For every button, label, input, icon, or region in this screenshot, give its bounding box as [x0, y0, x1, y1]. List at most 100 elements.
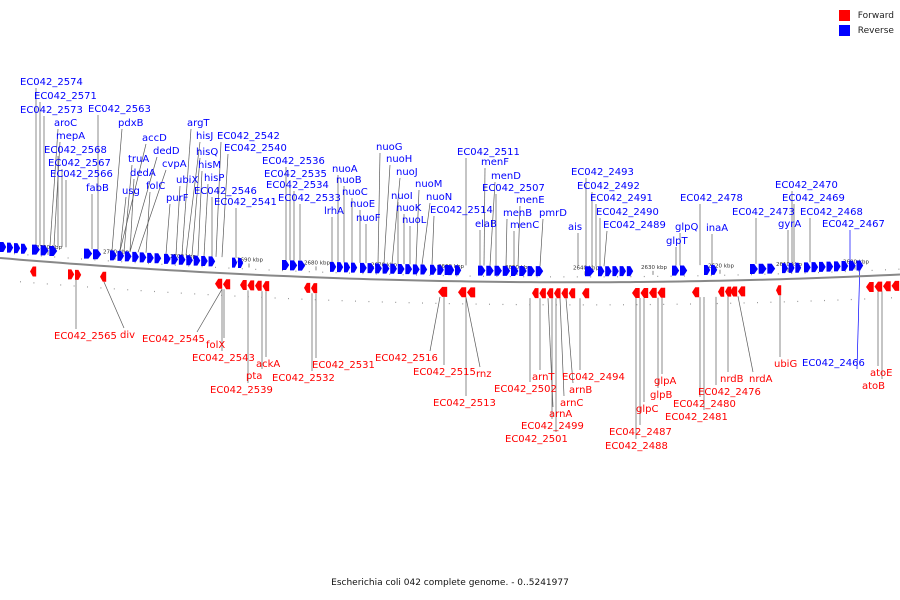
minor-tick — [569, 304, 571, 306]
minor-tick — [282, 269, 283, 272]
reverse-gene-label: EC042_2478 — [680, 193, 743, 204]
minor-tick — [201, 266, 203, 268]
reverse-gene-label: menF — [481, 157, 509, 168]
minor-tick — [643, 275, 645, 278]
reverse-gene-label: dedA — [130, 168, 156, 179]
forward-gene-glyph — [247, 280, 255, 291]
forward-gene-label: EC042_2476 — [698, 387, 761, 398]
reverse-gene-glyph — [110, 250, 117, 261]
reverse-gene-label: nuoG — [376, 142, 403, 153]
minor-tick — [174, 264, 176, 266]
reverse-gene-label: EC042_2493 — [571, 167, 634, 178]
forward-gene-glyph — [718, 286, 725, 297]
reverse-gene-label: cvpA — [162, 159, 187, 170]
reverse-gene-glyph — [598, 266, 605, 277]
label-leader — [377, 152, 381, 264]
minor-tick — [268, 269, 270, 271]
minor-tick — [33, 282, 35, 284]
forward-gene-label: EC042_2565 — [54, 331, 117, 342]
scale-tick-label: 2620 kbp — [708, 264, 734, 270]
reverse-gene-label: nuoI — [391, 191, 413, 202]
minor-tick — [180, 292, 182, 294]
reverse-gene-glyph — [14, 243, 21, 254]
reverse-gene-glyph — [208, 256, 216, 267]
scale-tick-label: 2720 kbp — [36, 245, 62, 251]
label-leader — [517, 205, 521, 267]
minor-tick — [804, 272, 806, 274]
minor-tick — [295, 270, 297, 272]
reverse-gene-glyph — [382, 263, 390, 274]
reverse-gene-glyph — [535, 266, 544, 277]
reverse-gene-glyph — [7, 242, 14, 253]
forward-gene-glyph — [215, 278, 223, 289]
label-leader — [221, 153, 229, 258]
scale-tick-label: 2630 kbp — [641, 265, 667, 271]
minor-tick — [167, 291, 169, 293]
minor-tick — [509, 275, 511, 278]
reverse-gene-label: EC042_2563 — [88, 104, 151, 115]
forward-gene-glyph — [438, 286, 448, 297]
minor-tick — [743, 302, 745, 304]
reverse-gene-label: EC042_2490 — [596, 207, 659, 218]
legend-reverse: Reverse — [838, 23, 894, 38]
minor-tick — [850, 298, 852, 301]
minor-tick — [716, 302, 718, 305]
gene-glyphs — [0, 242, 900, 299]
forward-gene-label: EC042_2513 — [433, 398, 496, 409]
minor-tick — [529, 304, 531, 306]
minor-tick — [783, 301, 785, 303]
forward-gene-glyph — [223, 279, 231, 290]
minor-tick — [228, 267, 230, 269]
forward-gene-glyph — [657, 287, 666, 298]
minor-tick — [148, 262, 149, 265]
minor-tick — [590, 276, 592, 278]
reverse-gene-label: nuoF — [356, 213, 381, 224]
reverse-gene-label: usg — [122, 186, 140, 197]
reverse-gene-label: argT — [187, 118, 210, 129]
forward-gene-label: EC042_2515 — [413, 367, 476, 378]
label-leader — [111, 128, 123, 251]
minor-tick — [871, 269, 873, 272]
reverse-gene-label: accD — [142, 133, 167, 144]
label-leader — [165, 203, 171, 255]
reverse-gene-glyph — [0, 242, 7, 252]
forward-gene-glyph — [738, 286, 746, 297]
minor-tick — [764, 273, 766, 275]
label-leader — [175, 185, 181, 255]
minor-tick — [710, 274, 712, 277]
forward-gene-label: glpA — [654, 376, 676, 387]
reverse-gene-label: EC042_2470 — [775, 180, 838, 191]
minor-tick — [496, 275, 498, 278]
reverse-gene-glyph — [856, 260, 864, 271]
minor-tick — [757, 302, 758, 304]
minor-tick — [489, 303, 490, 305]
minor-tick — [810, 300, 812, 302]
label-leader — [465, 297, 481, 368]
reverse-gene-label: EC042_2535 — [264, 169, 327, 180]
genome-caption: Escherichia coli 042 complete genome. - … — [331, 578, 569, 588]
reverse-gene-label: EC042_2473 — [732, 207, 795, 218]
reverse-gene-label: inaA — [706, 223, 728, 234]
reverse-gene-glyph — [437, 264, 444, 275]
reverse-gene-glyph — [788, 262, 795, 273]
forward-gene-label: arnB — [569, 385, 592, 396]
forward-gene-glyph — [458, 287, 467, 298]
reverse-gene-glyph — [626, 266, 634, 277]
minor-tick — [469, 275, 471, 277]
reverse-gene-glyph — [390, 263, 397, 274]
reverse-gene-label: EC042_2507 — [482, 183, 545, 194]
reverse-gene-glyph — [360, 262, 367, 273]
reverse-gene-glyph — [298, 260, 306, 271]
minor-tick — [381, 301, 383, 303]
minor-tick — [314, 299, 316, 301]
minor-tick — [422, 302, 423, 304]
reverse-gene-glyph — [351, 262, 358, 273]
reverse-gene-glyph — [201, 256, 208, 267]
forward-gene-label: EC042_2499 — [521, 421, 584, 432]
label-leader — [737, 296, 754, 373]
reverse-gene-label: elaB — [475, 219, 497, 230]
minor-tick — [831, 271, 833, 273]
scale-tick-label: 2650 kbp — [505, 265, 531, 271]
label-leader — [137, 169, 167, 253]
forward-gene-label: nrdA — [749, 374, 773, 385]
